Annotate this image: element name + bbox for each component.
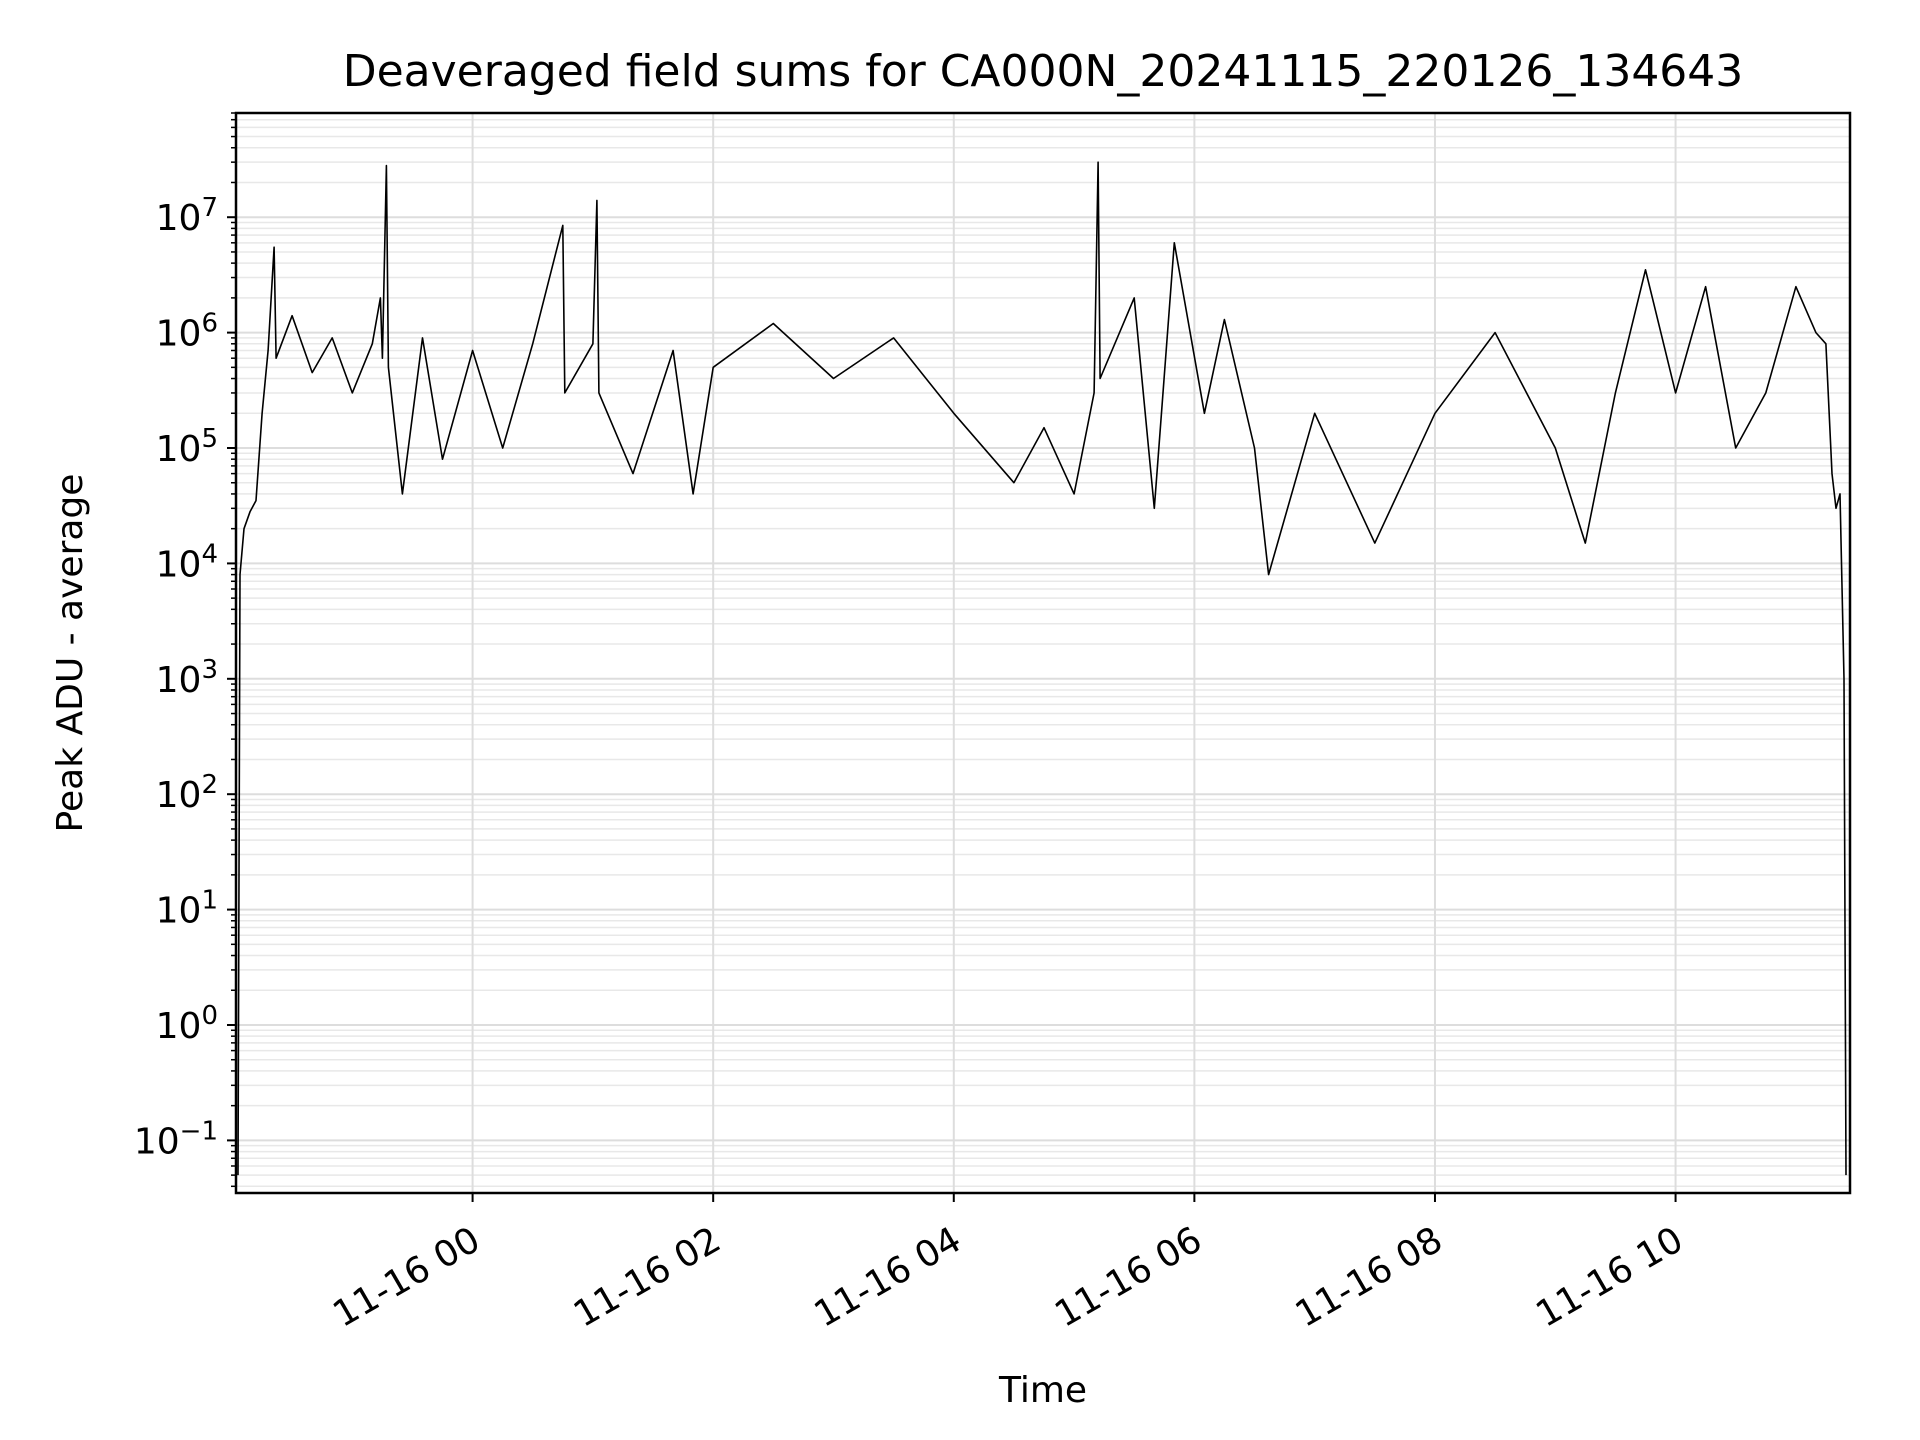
y-tick-label: 10−1: [134, 1116, 218, 1162]
y-tick-label: 101: [156, 886, 218, 932]
x-tick-label: 11-16 00: [326, 1219, 487, 1335]
x-tick-label: 11-16 06: [1048, 1219, 1209, 1335]
plot-frame: [234, 111, 1852, 1195]
y-tick-label: 103: [156, 655, 218, 701]
series-line: [237, 161, 1847, 1176]
y-axis: 10−1 100 101 102 103 104 105 106 107: [134, 112, 236, 1188]
x-tick-label: 11-16 02: [567, 1219, 728, 1335]
x-axis: 11-16 00 11-16 02 11-16 04 11-16 06 11-16 08…: [326, 1193, 1690, 1336]
series-group: [237, 161, 1847, 1176]
x-tick-label: 11-16 04: [808, 1219, 969, 1335]
y-tick-label: 106: [156, 309, 218, 355]
y-axis-label: Peak ADU - average: [50, 474, 91, 833]
x-tick-label: 11-16 08: [1289, 1219, 1450, 1335]
y-tick-label: 100: [156, 1001, 218, 1047]
grid: [236, 112, 1850, 1193]
y-tick-label: 107: [156, 193, 218, 239]
y-tick-label: 104: [156, 539, 218, 585]
y-tick-label: 105: [156, 424, 218, 470]
x-axis-label: Time: [998, 1370, 1087, 1411]
y-tick-label: 102: [156, 770, 218, 816]
x-tick-label: 11-16 10: [1529, 1219, 1690, 1335]
chart-title: Deaveraged field sums for CA000N_2024111…: [343, 46, 1744, 97]
